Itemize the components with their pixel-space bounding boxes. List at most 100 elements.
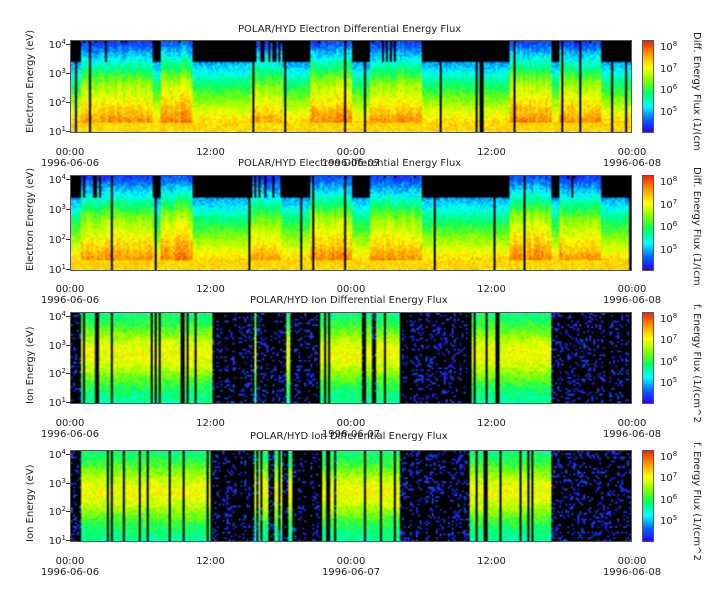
- colorbar-tick-label: 105: [660, 105, 678, 118]
- y-axis-label: Electron Energy (eV): [25, 29, 36, 133]
- colorbar-tick-label: 108: [660, 175, 678, 188]
- x-tick-date: [181, 429, 241, 440]
- x-tick-date: 1996-06-08: [602, 429, 662, 440]
- y-tick-mark: [66, 454, 70, 455]
- x-tick-date: 1996-06-07: [321, 567, 381, 578]
- panel-title: POLAR/HYD Electron Differential Energy F…: [238, 158, 462, 169]
- colorbar-tick-label: 108: [660, 312, 678, 325]
- x-tick-time: 00:00: [55, 418, 85, 429]
- x-tick-date: [462, 567, 522, 578]
- panel-title: POLAR/HYD Ion Differential Energy Flux: [250, 295, 448, 306]
- colorbar: [642, 450, 654, 542]
- y-tick-mark: [66, 402, 70, 403]
- y-tick-label: 103: [48, 203, 66, 216]
- x-tick-time: 00:00: [336, 418, 366, 429]
- y-tick-label: 104: [48, 448, 66, 461]
- x-tick-label: 00:00 1996-06-06: [40, 556, 100, 578]
- colorbar-tick-label: 106: [660, 354, 678, 368]
- colorbar-label: f. Energy Flux (1/(cm^2: [691, 304, 702, 423]
- x-tick-label: 12:00: [462, 147, 522, 169]
- x-tick-label: 00:00 1996-06-06: [40, 284, 100, 306]
- x-tick-time: 00:00: [336, 284, 366, 295]
- y-tick-label: 101: [48, 396, 66, 409]
- x-tick-label: 00:00 1996-06-07: [321, 418, 381, 440]
- y-tick-mark: [66, 511, 70, 513]
- y-tick-mark: [66, 209, 70, 210]
- x-tick-date: [181, 295, 241, 306]
- y-tick-mark: [66, 540, 70, 541]
- x-tick-time: 12:00: [477, 418, 506, 429]
- y-tick-mark: [66, 179, 70, 180]
- y-tick-mark: [66, 73, 70, 74]
- x-tick-date: 1996-06-06: [40, 567, 100, 578]
- x-tick-label: 00:00 1996-06-07: [321, 556, 381, 578]
- x-tick-time: 00:00: [617, 556, 647, 567]
- y-tick-label: 104: [48, 38, 66, 51]
- x-tick-time: 00:00: [617, 284, 647, 295]
- panel-title: POLAR/HYD Electron Differential Energy F…: [238, 24, 462, 35]
- x-tick-time: 12:00: [196, 556, 225, 567]
- spectrogram-plot: [70, 175, 632, 271]
- spectrogram-plot: [70, 40, 632, 133]
- x-tick-time: 00:00: [617, 418, 647, 429]
- spectrogram-plot: [70, 450, 632, 542]
- x-tick-time: 12:00: [196, 284, 225, 295]
- x-tick-time: 00:00: [336, 147, 366, 158]
- y-tick-label: 101: [48, 534, 66, 547]
- spectrogram-plot: [70, 312, 632, 404]
- colorbar-label: Diff. Energy Flux (1/(cm: [691, 32, 702, 151]
- y-tick-label: 103: [48, 67, 66, 80]
- y-tick-mark: [66, 373, 70, 375]
- y-axis-label: Ion Energy (eV): [25, 464, 36, 542]
- colorbar-tick-label: 107: [660, 471, 678, 485]
- x-tick-date: 1996-06-07: [321, 158, 381, 169]
- x-tick-label: 12:00: [462, 284, 522, 306]
- colorbar-tick-label: 107: [660, 197, 678, 211]
- colorbar-tick-label: 106: [660, 83, 678, 97]
- x-tick-date: 1996-06-08: [602, 158, 662, 169]
- x-tick-time: 00:00: [55, 147, 85, 158]
- x-tick-date: [462, 158, 522, 169]
- x-tick-date: 1996-06-07: [321, 429, 381, 440]
- y-tick-label: 102: [48, 505, 66, 519]
- x-tick-label: 12:00: [181, 418, 241, 440]
- x-tick-time: 12:00: [477, 556, 506, 567]
- x-tick-date: [181, 567, 241, 578]
- x-tick-time: 00:00: [336, 556, 366, 567]
- colorbar: [642, 175, 654, 271]
- x-tick-time: 12:00: [196, 418, 225, 429]
- x-tick-label: 00:00 1996-06-06: [40, 147, 100, 169]
- colorbar-tick-label: 106: [660, 220, 678, 234]
- x-tick-time: 00:00: [55, 556, 85, 567]
- y-tick-mark: [66, 102, 70, 103]
- y-axis-label: Ion Energy (eV): [25, 326, 36, 404]
- x-tick-time: 12:00: [196, 147, 225, 158]
- y-tick-mark: [66, 344, 70, 346]
- y-tick-label: 103: [48, 338, 66, 352]
- spectrogram-image: [71, 176, 631, 270]
- x-tick-time: 12:00: [477, 284, 506, 295]
- y-tick-label: 103: [48, 476, 66, 490]
- x-tick-label: 12:00: [181, 147, 241, 169]
- colorbar-tick-label: 105: [660, 243, 678, 256]
- y-tick-label: 102: [48, 96, 66, 109]
- colorbar-tick-label: 108: [660, 40, 678, 53]
- y-tick-mark: [66, 239, 70, 240]
- y-tick-label: 102: [48, 367, 66, 381]
- x-tick-date: 1996-06-06: [40, 295, 100, 306]
- x-tick-date: 1996-06-08: [602, 567, 662, 578]
- y-tick-mark: [66, 316, 70, 317]
- x-tick-label: 12:00: [181, 556, 241, 578]
- x-tick-time: 00:00: [55, 284, 85, 295]
- colorbar-tick-label: 107: [660, 333, 678, 347]
- colorbar: [642, 312, 654, 404]
- x-tick-date: 1996-06-08: [602, 295, 662, 306]
- y-tick-mark: [66, 269, 70, 270]
- x-tick-date: [181, 158, 241, 169]
- x-tick-label: 00:00 1996-06-08: [602, 147, 662, 169]
- y-tick-label: 104: [48, 173, 66, 186]
- spectrogram-image: [71, 451, 631, 541]
- colorbar-label: f. Energy Flux (1/(cm^2: [691, 442, 702, 561]
- x-tick-label: 00:00 1996-06-08: [602, 418, 662, 440]
- x-tick-label: 00:00 1996-06-08: [602, 556, 662, 578]
